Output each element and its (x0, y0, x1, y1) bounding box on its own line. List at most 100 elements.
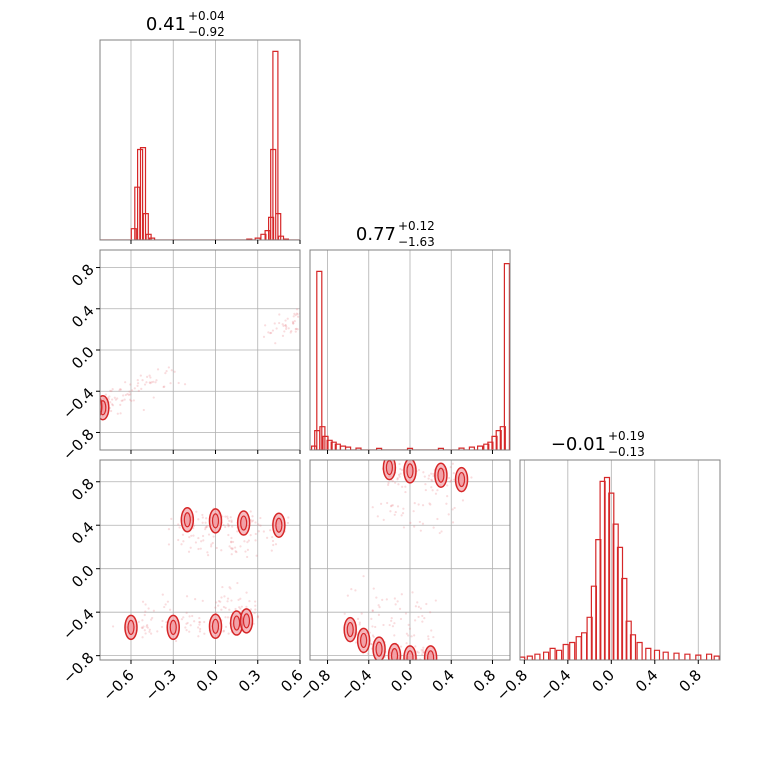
sample-point (206, 554, 210, 557)
sample-point (96, 407, 98, 409)
sample-point (230, 520, 233, 524)
sample-point (270, 331, 273, 335)
sample-point (370, 642, 373, 646)
sample-point (234, 550, 237, 553)
sample-point (109, 389, 112, 392)
sample-point (240, 605, 243, 608)
sample-point (262, 335, 266, 338)
sample-point (167, 366, 170, 369)
panel-1-1: 0.77 +0.12 −1.63 (309, 219, 511, 454)
sample-point (148, 628, 151, 631)
sample-point (182, 540, 185, 543)
density-contour-inner (427, 650, 435, 660)
sample-point (106, 396, 110, 399)
sample-point (95, 402, 97, 404)
sample-point (111, 403, 114, 406)
sample-point (432, 472, 435, 476)
sample-point (283, 330, 286, 333)
sample-point (401, 511, 405, 515)
sample-point (430, 479, 434, 482)
sample-point (251, 519, 255, 522)
sample-point (398, 607, 402, 611)
sample-point (285, 327, 288, 330)
sample-point (192, 534, 195, 537)
sample-point (384, 458, 386, 460)
sample-point (347, 303, 349, 305)
sample-point (111, 388, 114, 391)
sample-point (408, 627, 411, 630)
sample-point (422, 646, 425, 649)
sample-point (185, 595, 189, 598)
density-contour-inner (93, 400, 99, 414)
sample-point (357, 310, 359, 312)
y-tick-label: 0.4 (68, 518, 98, 548)
density-contour-inner (437, 467, 445, 483)
sample-point (421, 504, 425, 507)
sample-point (149, 376, 152, 379)
sample-point (452, 478, 456, 481)
sample-point (382, 623, 385, 627)
sample-point (244, 550, 247, 553)
sample-point (436, 517, 439, 521)
param-title-median: −0.01 (551, 434, 606, 455)
density-contour-inner (211, 513, 220, 529)
sample-point (337, 315, 339, 317)
sample-point (238, 606, 241, 609)
sample-point (97, 401, 99, 403)
sample-point (387, 483, 390, 486)
sample-point (254, 539, 257, 542)
density-contour-inner (406, 463, 414, 479)
sample-point (185, 622, 188, 625)
sample-point (189, 624, 192, 627)
x-tick-label: 0.0 (387, 666, 417, 696)
sample-point (404, 612, 408, 615)
sample-point (128, 390, 131, 393)
sample-point (339, 302, 341, 304)
sample-point (430, 629, 433, 632)
sample-point (401, 468, 404, 472)
sample-point (198, 621, 201, 624)
sample-point (246, 548, 249, 551)
sample-point (429, 503, 432, 506)
sample-point (366, 652, 370, 655)
sample-point (144, 610, 147, 613)
sample-point (346, 313, 348, 315)
sample-point (445, 502, 448, 505)
sample-point (346, 298, 348, 300)
param-title-plus: +0.12 (398, 219, 435, 233)
sample-point (432, 526, 435, 529)
y-tick-label: 0.8 (68, 475, 98, 505)
sample-point (402, 526, 406, 529)
sample-point (254, 521, 257, 524)
sample-point (295, 308, 299, 311)
sample-point (340, 303, 342, 305)
sample-point (95, 411, 97, 413)
sample-point (337, 313, 339, 315)
sample-point (207, 533, 211, 536)
sample-point (250, 520, 254, 523)
sample-point (370, 617, 373, 620)
density-contour-inner (127, 619, 135, 635)
sample-point (430, 472, 433, 475)
sample-point (333, 304, 335, 306)
sample-point (382, 518, 385, 521)
sample-point (126, 392, 129, 396)
sample-point (97, 408, 99, 410)
sample-point (344, 308, 346, 310)
sample-point (177, 381, 180, 385)
sample-point (421, 614, 424, 618)
sample-point (170, 369, 173, 372)
sample-point (177, 523, 180, 526)
sample-point (413, 525, 416, 528)
sample-point (436, 489, 439, 492)
sample-point (249, 534, 252, 537)
sample-point (336, 291, 338, 293)
sample-point (233, 546, 237, 549)
sample-point (334, 311, 336, 313)
sample-point (341, 308, 343, 310)
sample-point (254, 532, 257, 536)
x-tick-label: 0.8 (675, 666, 705, 696)
sample-point (286, 317, 289, 320)
sample-point (137, 389, 140, 393)
sample-point (399, 467, 402, 471)
